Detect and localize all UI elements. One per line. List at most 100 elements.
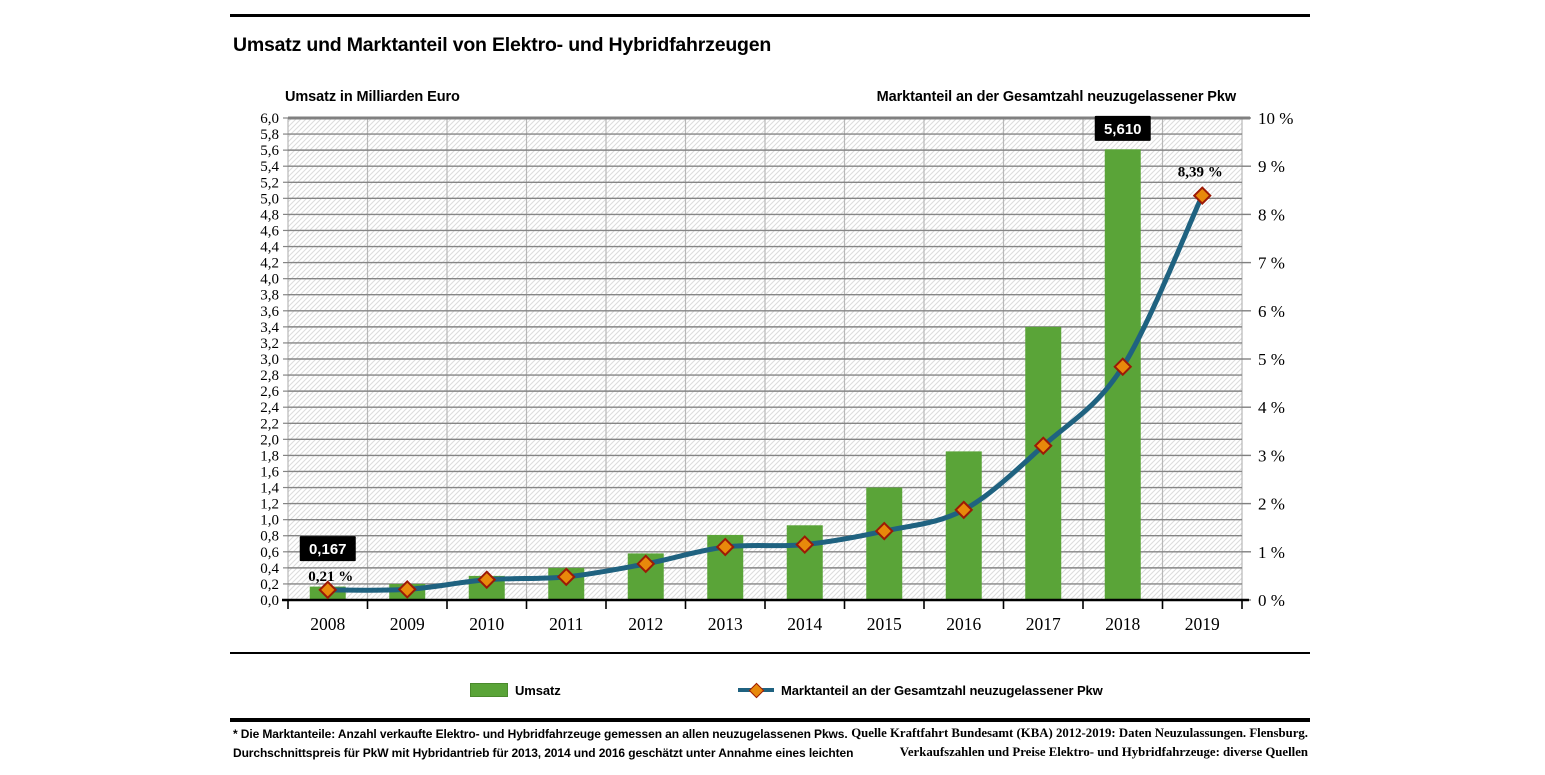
svg-text:1,6: 1,6	[260, 464, 279, 480]
svg-text:0,0: 0,0	[260, 593, 279, 609]
svg-text:5,0: 5,0	[260, 191, 279, 207]
svg-text:1,4: 1,4	[260, 481, 279, 497]
svg-text:2,0: 2,0	[260, 432, 279, 448]
x-axis	[282, 598, 1249, 609]
svg-text:10 %: 10 %	[1258, 109, 1293, 128]
bar-2016	[945, 451, 982, 600]
data-label: 0,21 %	[308, 569, 353, 585]
data-label-box: 0,167	[299, 536, 356, 562]
left-axis-tick-labels: 0,00,20,40,60,81,01,21,41,61,82,02,22,42…	[260, 111, 279, 609]
svg-text:1,8: 1,8	[260, 448, 279, 464]
legend-label-marktanteil: Marktanteil an der Gesamtzahl neuzugelas…	[781, 682, 1103, 698]
svg-text:2,6: 2,6	[260, 384, 279, 400]
svg-text:2014: 2014	[787, 614, 822, 634]
legend-line-swatch-icon	[738, 682, 774, 699]
x-axis-year-labels: 2008 2009 2010 2011 2012 2013 2014 2015 2016 2017…	[310, 614, 1220, 634]
svg-text:5 %: 5 %	[1258, 350, 1285, 369]
svg-text:3,4: 3,4	[260, 320, 279, 336]
svg-text:1,2: 1,2	[260, 497, 279, 513]
svg-text:6,0: 6,0	[260, 111, 279, 127]
svg-text:2015: 2015	[867, 614, 902, 634]
bar-2015	[866, 487, 903, 600]
diamond-marker-2012	[636, 554, 656, 574]
svg-text:2019: 2019	[1185, 614, 1220, 634]
legend-top-rule	[230, 652, 1310, 654]
svg-text:1 %: 1 %	[1258, 543, 1285, 562]
svg-text:5,610: 5,610	[1104, 121, 1142, 138]
svg-text:0,2: 0,2	[260, 577, 279, 593]
data-label: 8,39 %	[1178, 165, 1223, 181]
svg-text:7 %: 7 %	[1258, 254, 1285, 273]
svg-text:5,8: 5,8	[260, 127, 279, 143]
svg-text:2 %: 2 %	[1258, 495, 1285, 514]
svg-text:2,4: 2,4	[260, 400, 279, 416]
footer-rule	[230, 718, 1310, 722]
svg-text:1,0: 1,0	[260, 513, 279, 529]
svg-text:3,8: 3,8	[260, 288, 279, 304]
svg-text:5,4: 5,4	[260, 159, 279, 175]
diamond-marker-2014	[795, 535, 815, 554]
svg-text:0 %: 0 %	[1258, 591, 1285, 610]
top-rule	[230, 14, 1310, 17]
svg-text:2009: 2009	[390, 614, 425, 634]
chart-title: Umsatz und Marktanteil von Elektro- und …	[233, 34, 772, 56]
diamond-marker-2019	[1192, 186, 1212, 206]
diamond-marker-2009	[397, 579, 417, 599]
svg-text:3,0: 3,0	[260, 352, 279, 368]
legend-label-umsatz: Umsatz	[515, 682, 561, 698]
svg-text:0,4: 0,4	[260, 561, 279, 577]
svg-text:2,2: 2,2	[260, 416, 279, 432]
bar-2017	[1025, 326, 1062, 600]
svg-text:2012: 2012	[628, 614, 663, 634]
footnote-source: Quelle Kraftfahrt Bundesamt (KBA) 2012-2…	[748, 724, 1308, 762]
footnote-left-line2: Durchschnittspreis für PkW mit Hybridant…	[233, 746, 854, 760]
svg-text:3,2: 3,2	[260, 336, 279, 352]
footnote-source-line2: Verkaufszahlen und Preise Elektro- und H…	[899, 745, 1308, 759]
svg-text:4,0: 4,0	[260, 272, 279, 288]
legend-bar-swatch-icon	[470, 683, 508, 697]
diamond-marker-2016	[954, 500, 974, 520]
data-label-box: 5,610	[1094, 115, 1151, 141]
svg-text:0,167: 0,167	[309, 541, 347, 558]
footnote-left-line1: * Die Marktanteile: Anzahl verkaufte Ele…	[233, 727, 848, 741]
line-markers	[318, 186, 1212, 600]
svg-text:8 %: 8 %	[1258, 205, 1285, 224]
svg-text:3 %: 3 %	[1258, 446, 1285, 465]
svg-text:6 %: 6 %	[1258, 302, 1285, 321]
svg-text:2010: 2010	[469, 614, 504, 634]
svg-text:2013: 2013	[708, 614, 743, 634]
right-axis-tick-labels: 0 % 1 % 2 % 3 % 4 % 5 % 6 % 7 % 8 % 9 % 10 %	[1242, 109, 1293, 610]
legend-item-marktanteil: Marktanteil an der Gesamtzahl neuzugelas…	[738, 678, 1103, 702]
svg-text:2016: 2016	[946, 614, 981, 634]
diamond-marker-2013	[715, 537, 735, 557]
svg-text:4,2: 4,2	[260, 256, 279, 272]
diamond-marker-2018	[1113, 357, 1133, 377]
diamond-marker-2015	[874, 521, 894, 541]
svg-text:2,8: 2,8	[260, 368, 279, 384]
svg-text:2008: 2008	[310, 614, 345, 634]
svg-text:2017: 2017	[1026, 614, 1061, 634]
svg-text:9 %: 9 %	[1258, 157, 1285, 176]
legend-diamond-icon	[748, 682, 765, 699]
legend-item-umsatz: Umsatz	[470, 678, 561, 702]
svg-text:5,2: 5,2	[260, 175, 279, 191]
footnote-left: * Die Marktanteile: Anzahl verkaufte Ele…	[233, 725, 873, 763]
diamond-marker-2010	[477, 570, 497, 590]
svg-text:5,6: 5,6	[260, 143, 279, 159]
svg-text:3,6: 3,6	[260, 304, 279, 320]
svg-text:2018: 2018	[1105, 614, 1140, 634]
svg-text:4 %: 4 %	[1258, 398, 1285, 417]
left-axis-title: Umsatz in Milliarden Euro	[285, 89, 460, 105]
svg-text:4,6: 4,6	[260, 223, 279, 239]
diamond-marker-2017	[1033, 436, 1053, 456]
svg-text:4,4: 4,4	[260, 240, 279, 256]
right-axis-title: Marktanteil an der Gesamtzahl neuzugelas…	[876, 89, 1236, 105]
svg-text:0,8: 0,8	[260, 529, 279, 545]
chart-canvas: 0,00,20,40,60,81,01,21,41,61,82,02,22,42…	[260, 109, 1293, 634]
legend: Umsatz Marktanteil an der Gesamtzahl neu…	[0, 678, 1545, 702]
svg-text:0,6: 0,6	[260, 545, 279, 561]
diamond-marker-2011	[556, 567, 576, 587]
diamond-marker-2008	[318, 580, 338, 600]
svg-text:4,8: 4,8	[260, 207, 279, 223]
